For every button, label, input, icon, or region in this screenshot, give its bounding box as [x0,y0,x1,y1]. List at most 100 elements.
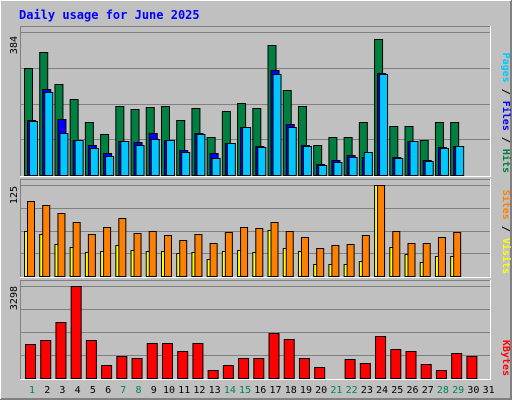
bottom-kbytes-bar-day-3 [55,322,67,379]
top-pages-bar-day-9 [150,139,160,176]
x-tick-label-day-20: 20 [315,385,327,396]
bottom-kbytes-bar-day-2 [40,340,52,379]
bottom-kbytes-bar-day-28 [435,370,447,379]
top-max-label: 384 [9,36,20,54]
bottom-max-label: 3298 [9,286,20,310]
middle-sites-bar-day-20 [316,248,325,277]
middle-sites-bar-day-27 [422,243,431,277]
middle-sites-bar-day-16 [255,228,264,277]
bottom-kbytes-bar-day-7 [116,356,128,379]
x-tick-label-day-4: 4 [75,385,81,396]
top-pages-bar-day-22 [348,157,358,176]
x-axis-labels: 1 2 3 4 5 6 7 8 9 10 11 12 13 14 15 16 17 18 19 20 21 22 23 24 2… [29,385,495,396]
top-pages-bar-day-19 [302,146,312,176]
top-pages-bar-day-13 [211,158,221,176]
top-pages-bar-day-26 [409,141,419,176]
bottom-bars [25,286,478,379]
middle-sites-bar-day-28 [437,237,446,277]
x-tick-label-day-13: 13 [209,385,221,396]
bottom-kbytes-bar-day-19 [298,358,310,379]
top-axis-title-part-2: Files [500,101,512,131]
x-tick-label-day-7: 7 [120,385,126,396]
middle-sites-bar-day-4 [72,222,81,277]
middle-sites-bar-day-5 [87,234,96,277]
x-tick-label-day-31: 31 [483,385,495,396]
bottom-kbytes-bar-day-18 [283,339,295,379]
middle-bars [24,185,462,277]
bottom-kbytes-bar-day-1 [25,344,36,379]
top-pages-bar-day-28 [439,148,449,176]
x-tick-label-day-12: 12 [193,385,205,396]
middle-max-label: 125 [9,186,20,204]
bottom-kbytes-bar-day-22 [344,359,356,379]
top-axis-title-part-3: / [500,131,511,149]
bottom-kbytes-bar-day-5 [85,340,97,379]
x-tick-label-day-26: 26 [406,385,418,396]
bottom-kbytes-bar-day-29 [451,353,463,379]
panel-middle: 125 Sites / Visits [9,179,512,278]
bottom-kbytes-bar-day-24 [375,336,387,379]
middle-sites-bar-day-29 [453,232,462,277]
x-tick-label-day-29: 29 [452,385,464,396]
top-pages-bar-day-24 [379,74,389,176]
x-tick-label-day-14: 14 [224,385,236,396]
top-pages-bar-day-11 [181,152,191,176]
middle-sites-bar-day-21 [331,245,340,277]
middle-axis-title-part-1: / [500,220,511,238]
top-pages-bar-day-25 [394,158,404,176]
top-pages-bar-day-4 [74,140,84,176]
bottom-kbytes-bar-day-27 [420,364,432,379]
x-tick-label-day-16: 16 [254,385,266,396]
x-tick-label-day-30: 30 [467,385,479,396]
middle-sites-bar-day-2 [42,205,51,277]
x-tick-label-day-9: 9 [151,385,157,396]
x-tick-label-day-3: 3 [59,385,65,396]
bottom-kbytes-bar-day-25 [390,349,402,379]
top-pages-bar-day-18 [287,127,297,176]
panel-bottom: 3298 KBytes [9,280,511,380]
middle-sites-bar-day-12 [194,234,203,277]
top-pages-bar-day-6 [105,156,115,176]
middle-sites-bar-day-24 [377,185,386,277]
x-tick-label-day-18: 18 [285,385,297,396]
middle-sites-bar-day-25 [392,231,401,277]
top-pages-bar-day-27 [424,161,434,176]
top-pages-bar-day-3 [59,133,69,176]
bottom-kbytes-bar-day-13 [207,370,219,379]
bottom-kbytes-bar-day-12 [192,343,204,379]
top-pages-bar-day-8 [135,145,145,176]
middle-sites-bar-day-3 [57,213,66,277]
top-pages-bar-day-15 [242,127,252,176]
top-pages-bar-day-2 [44,92,54,176]
bottom-kbytes-bar-day-6 [101,365,113,379]
top-pages-bar-day-1 [29,121,38,176]
bottom-kbytes-bar-day-23 [359,363,371,379]
middle-sites-bar-day-7 [118,218,127,277]
bottom-axis-title-part-0: KBytes [500,340,511,376]
middle-sites-bar-day-8 [133,233,142,277]
middle-sites-bar-day-6 [103,227,112,277]
top-axis-title-part-4: Hits [500,149,512,173]
bottom-kbytes-bar-day-20 [314,367,326,379]
middle-sites-bar-day-14 [224,232,233,277]
top-pages-bar-day-10 [165,140,175,176]
bottom-kbytes-bar-day-14 [222,365,234,379]
x-tick-label-day-10: 10 [163,385,175,396]
x-tick-label-day-2: 2 [44,385,50,396]
top-pages-bar-day-21 [333,162,343,176]
x-tick-label-day-5: 5 [90,385,96,396]
x-tick-label-day-28: 28 [437,385,449,396]
bottom-kbytes-bar-day-30 [466,356,478,379]
bottom-kbytes-bar-day-9 [146,343,158,379]
bottom-kbytes-bar-day-16 [253,358,265,379]
x-tick-label-day-6: 6 [105,385,111,396]
top-pages-bar-day-23 [363,152,373,176]
x-tick-label-day-27: 27 [422,385,434,396]
top-axis-title-part-0: Pages [500,53,511,83]
middle-sites-bar-day-23 [361,235,370,277]
bottom-kbytes-bar-day-4 [70,286,82,379]
x-tick-label-day-8: 8 [136,385,142,396]
middle-sites-bar-day-1 [27,201,35,277]
top-pages-bar-day-14 [226,143,236,176]
